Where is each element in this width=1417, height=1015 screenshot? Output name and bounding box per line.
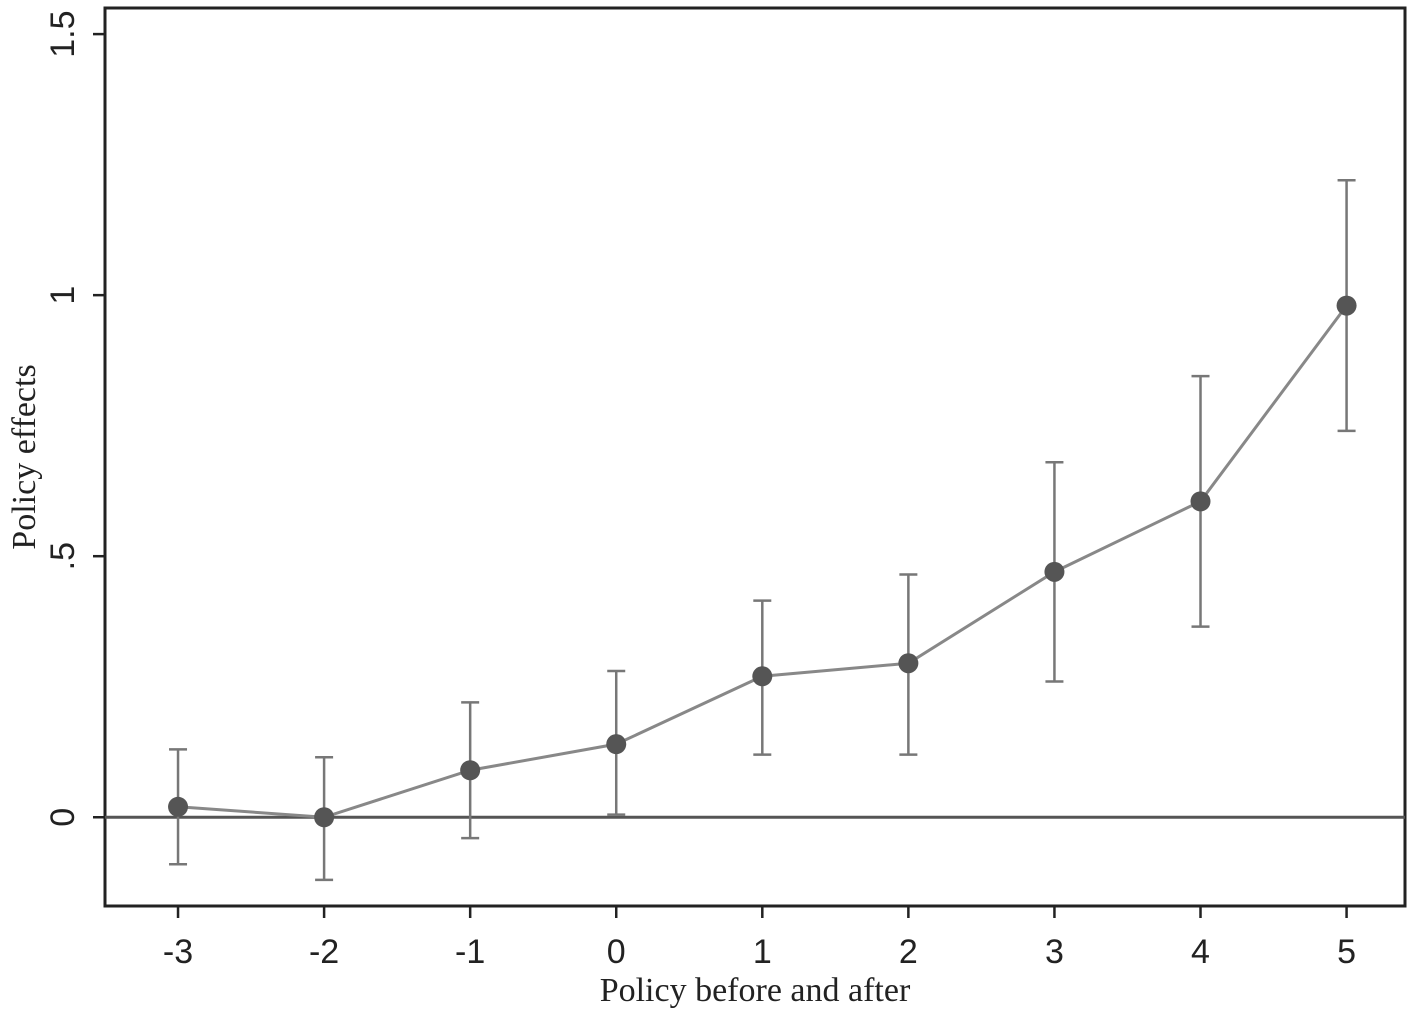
data-point [606, 734, 627, 755]
x-tick-label: 5 [1337, 933, 1356, 971]
data-point [1190, 491, 1211, 512]
x-tick-label: 0 [607, 933, 626, 971]
x-axis-title: Policy before and after [600, 972, 911, 1009]
y-tick-label: 0 [44, 808, 82, 827]
y-tick-label: 1 [44, 286, 82, 305]
data-points [168, 295, 1357, 828]
data-point [898, 653, 919, 674]
data-point [752, 666, 773, 687]
data-point [1336, 295, 1357, 316]
y-tick-label: .5 [44, 542, 82, 570]
x-tick-label: 1 [753, 933, 772, 971]
x-tick-label: -3 [163, 933, 193, 971]
x-tick-label: 4 [1191, 933, 1210, 971]
x-tick-label: 3 [1045, 933, 1064, 971]
data-point [314, 807, 335, 828]
data-point [1044, 561, 1065, 582]
y-tick-label: 1.5 [44, 10, 82, 57]
data-point [168, 796, 189, 817]
x-tick-label: -1 [455, 933, 485, 971]
x-tick-label: -2 [309, 933, 339, 971]
x-tick-label: 2 [899, 933, 918, 971]
y-axis-title: Policy effects [6, 364, 43, 549]
x-axis: -3 -2 -1 0 1 2 3 4 5 [163, 906, 1356, 971]
plot-frame [103, 6, 1407, 908]
y-axis: 0 .5 1 1.5 [44, 10, 105, 827]
error-bars [169, 179, 1356, 882]
data-point [460, 760, 481, 781]
